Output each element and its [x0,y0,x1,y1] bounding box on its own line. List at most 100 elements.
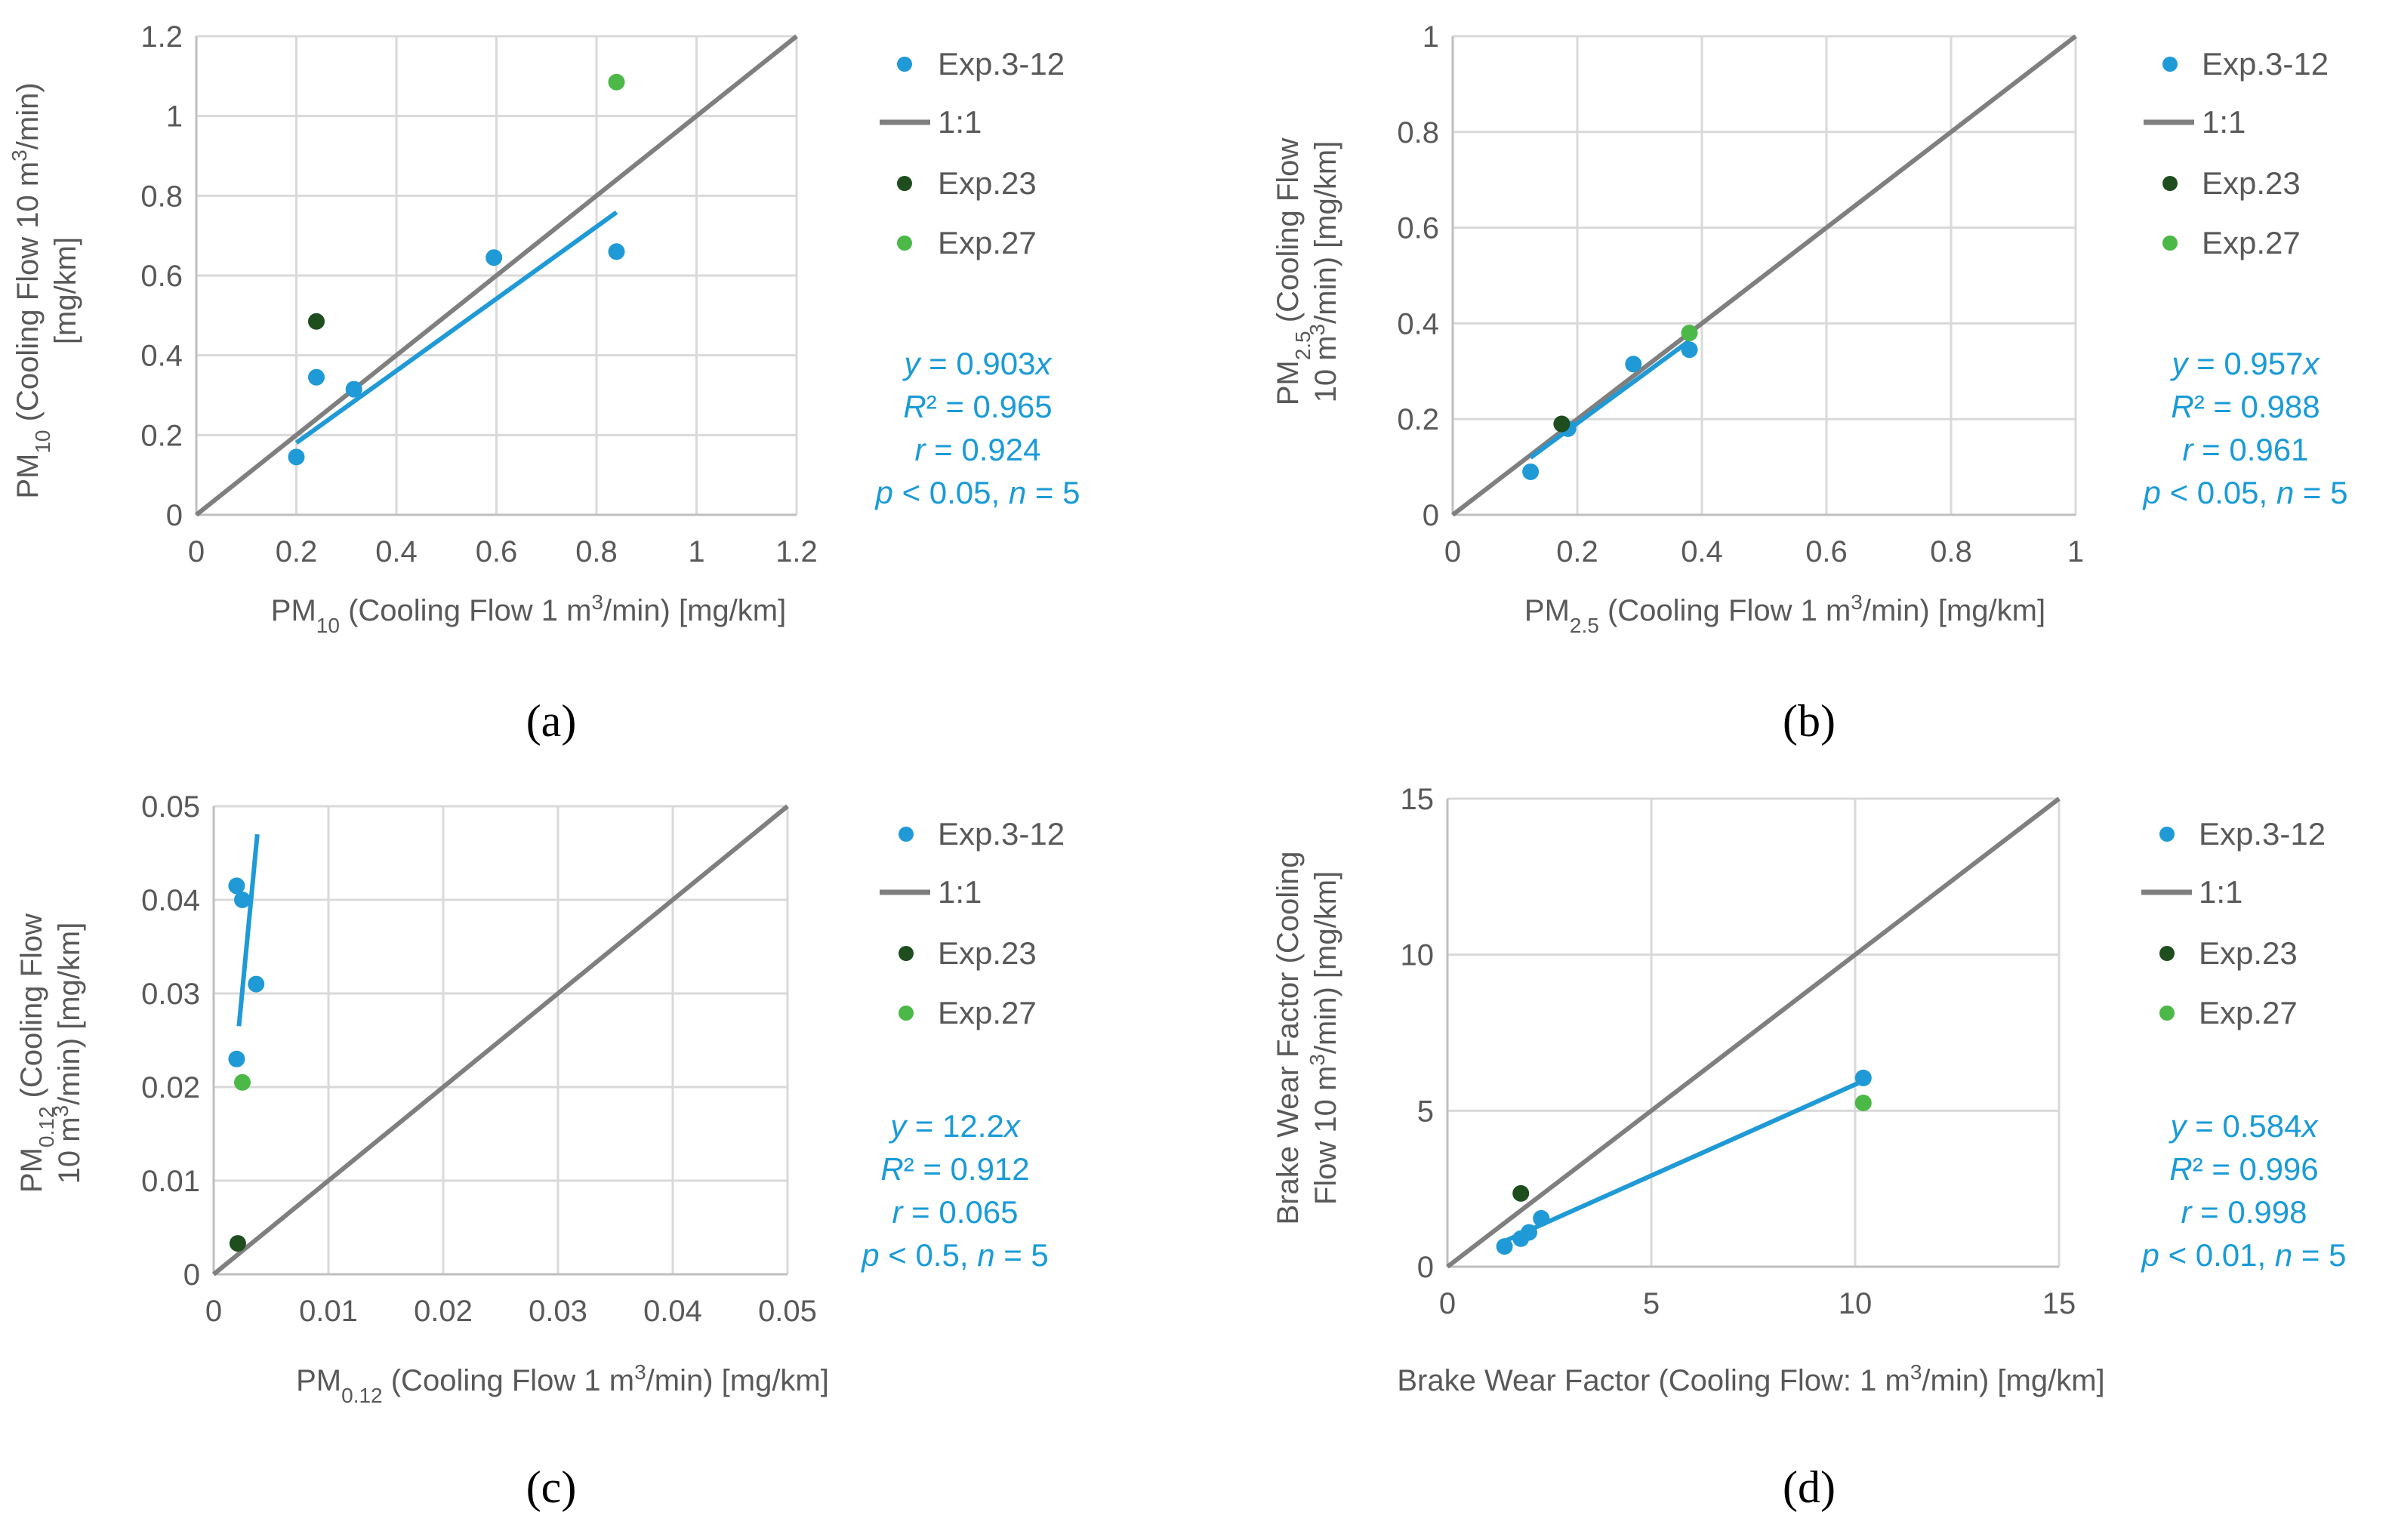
chart-panel-d: 0 5 10 15 0 5 10 15 Brake Wear Factor (Cooling… [1196,770,2392,1540]
legend-label-exp23: Exp.23 [938,165,1037,201]
legend-label-1to1: 1:1 [938,874,982,910]
x-tick-label: 0.02 [414,1295,473,1328]
stat-p-n: p < 0.05, n = 5 [874,475,1080,510]
y-axis-label-line2: 10 m3/min) [mg/km] [49,922,87,1184]
stat-r: r = 0.065 [892,1194,1019,1230]
y-axis-label: PM0.12 (Cooling Flow [15,913,58,1193]
x-axis-label: Brake Wear Factor (Cooling Flow: 1 m3/mi… [1397,1360,2104,1398]
point-exp-3-12 [228,1050,245,1067]
y-tick-label: 0.2 [1397,403,1439,436]
legend-marker-exp3-12 [899,827,914,842]
stat-equation: y = 12.2x [888,1108,1022,1144]
point-exp-3-12 [345,380,362,398]
legend-label-exp3-12: Exp.3-12 [938,46,1065,82]
chart-panel-c: 0 0.01 0.02 0.03 0.04 0.05 0 0.01 0.02 0.03 0.04 0… [0,770,1196,1540]
y-tick-label: 0.04 [141,884,200,917]
legend-marker-exp3-12 [2162,57,2178,72]
legend-marker-exp3-12 [2159,827,2175,842]
stat-r2: R² = 0.996 [2169,1151,2318,1187]
regression-stats: y = 12.2x R² = 0.912 r = 0.065 p < 0.5, … [860,1108,1049,1273]
legend-label-exp27: Exp.27 [2199,995,2298,1030]
point-exp-3-12 [1521,1224,1537,1241]
chart-panel-b: 0 0.2 0.4 0.6 0.8 1 0 0.2 0.4 0.6 0.8 1 PM2.5 (Coo… [1196,0,2392,770]
point-exp-23 [1553,415,1571,433]
legend-marker-exp23 [899,946,914,961]
y-tick-label: 0 [166,499,183,532]
legend-label-exp23: Exp.23 [2199,935,2298,971]
y-tick-label: 0 [1423,499,1439,532]
legend-label-exp3-12: Exp.3-12 [2199,816,2326,852]
trend-line [1503,1079,1865,1243]
one-to-one-line [1451,34,2077,517]
point-exp-27 [234,1073,251,1091]
x-tick-label: 15 [2042,1287,2076,1320]
y-tick-label: 0.8 [1397,116,1439,149]
point-exp-3-12 [1681,341,1698,359]
point-exp-27 [1854,1095,1872,1111]
trend-line [236,833,260,1027]
panel-caption: (b) [1783,696,1836,746]
point-exp-3-12 [1625,356,1642,373]
y-tick-label: 0.02 [141,1071,200,1104]
one-to-one-line [195,34,798,517]
y-tick-label: 0.03 [141,978,200,1011]
chart-d: 0 5 10 15 0 5 10 15 Brake Wear Factor (Cooling… [1272,783,2347,1512]
chart-b: 0 0.2 0.4 0.6 0.8 1 0 0.2 0.4 0.6 0.8 1 PM2.5 (Coo… [1272,20,2348,746]
point-exp-23 [308,313,325,330]
legend-marker-exp3-12 [897,57,912,72]
legend-marker-exp27 [2159,1006,2175,1021]
y-tick-label: 1 [1423,20,1439,54]
y-tick-label: 5 [1417,1095,1434,1128]
legend-marker-exp23 [897,176,912,191]
y-tick-label: 0.6 [1397,212,1439,245]
x-tick-label: 0.04 [643,1295,702,1328]
point-exp-3-12 [1854,1069,1872,1086]
legend-label-1to1: 1:1 [938,104,982,140]
legend-label-1to1: 1:1 [2199,874,2242,910]
point-exp-3-12 [228,877,245,895]
y-axis-label-line2: 10 m3/min) [mg/km] [1305,141,1343,403]
legend-label-exp23: Exp.23 [938,935,1037,971]
legend-marker-exp27 [897,236,912,251]
legend-label-exp3-12: Exp.3-12 [938,816,1065,852]
point-exp-3-12 [1533,1209,1550,1227]
legend-label-1to1: 1:1 [2202,104,2246,140]
y-tick-label: 0.05 [141,790,200,824]
x-tick-label: 0.6 [476,535,518,568]
point-exp-3-12 [308,368,325,386]
y-tick-label: 1 [166,100,183,134]
x-tick-label: 0 [205,1295,222,1328]
legend-label-exp27: Exp.27 [938,225,1037,260]
chart-c: 0 0.01 0.02 0.03 0.04 0.05 0 0.01 0.02 0.03 0.04 0… [15,790,1065,1512]
x-tick-label: 0 [1444,535,1461,568]
y-tick-label: 0.4 [1397,307,1439,340]
x-tick-label: 0.4 [375,535,418,568]
stat-p-n: p < 0.01, n = 5 [2141,1237,2347,1273]
regression-stats: y = 0.957x R² = 0.988 r = 0.961 p < 0.05… [2142,346,2348,510]
y-axis-label: PM2.5 (Cooling Flow [1272,138,1315,406]
trend-line [1529,339,1691,460]
point-exp-3-12 [248,975,265,993]
x-tick-label: 5 [1643,1287,1660,1320]
x-tick-label: 0.05 [758,1295,817,1328]
x-axis-label: PM2.5 (Cooling Flow 1 m3/min) [mg/km] [1524,590,2045,637]
x-tick-label: 1.2 [775,535,818,568]
point-exp-23 [1512,1184,1530,1202]
point-exp-3-12 [1522,463,1540,480]
stat-p-n: p < 0.05, n = 5 [2142,475,2348,510]
x-axis-label: PM0.12 (Cooling Flow 1 m3/min) [mg/km] [296,1360,829,1407]
y-tick-label: 0 [183,1258,200,1292]
point-exp-27 [1681,325,1698,342]
x-tick-label: 1 [2067,535,2084,568]
panel-caption: (d) [1783,1462,1836,1512]
stat-r: r = 0.998 [2181,1194,2307,1230]
point-exp-3-12 [234,892,251,908]
y-tick-label: 0.01 [141,1165,200,1198]
one-to-one-line [212,804,789,1277]
trend-line [294,210,618,445]
x-tick-label: 0 [1439,1287,1456,1320]
legend-marker-exp27 [899,1006,914,1021]
stat-equation: y = 0.903x [902,346,1053,381]
x-tick-label: 1 [688,535,704,568]
x-tick-label: 0.01 [299,1295,358,1328]
